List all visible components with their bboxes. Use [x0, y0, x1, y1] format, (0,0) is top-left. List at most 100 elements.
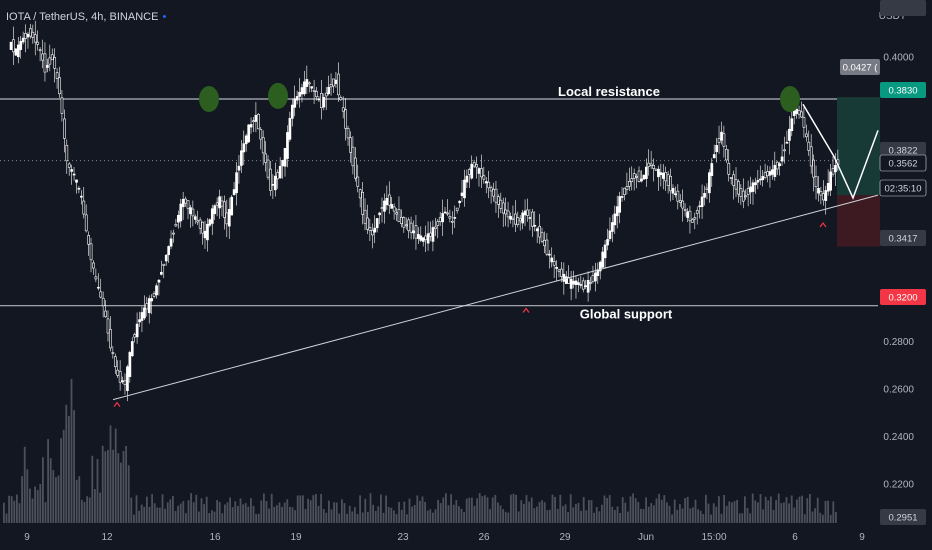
volume-bar [70, 378, 73, 523]
x-tick-label: 19 [290, 532, 302, 543]
volume-bar [499, 505, 502, 523]
candle-body [286, 132, 289, 159]
candle-body [523, 210, 527, 216]
candle-body [378, 212, 381, 216]
x-tick-label: 6 [792, 532, 798, 543]
price-label: 0.0427 ( [840, 59, 880, 75]
candle-body [572, 280, 575, 285]
candle-body [671, 187, 675, 194]
volume-bar [359, 495, 361, 523]
volume-bar [811, 511, 814, 523]
volume-bar [601, 504, 603, 523]
price-label-text: 0.3562 [888, 159, 917, 170]
volume-bar [101, 445, 104, 523]
volume-bar [770, 496, 772, 523]
volume-bar [382, 512, 385, 523]
volume-bar [476, 498, 478, 523]
volume-bar [237, 505, 239, 523]
candle-body [591, 275, 595, 282]
volume-bar [767, 500, 770, 523]
candle-body [397, 208, 401, 223]
low-caret-marker [819, 222, 827, 228]
candle-body [715, 145, 719, 153]
market-status-dot: • [162, 11, 167, 23]
volume-bar [536, 506, 538, 523]
candle-body [797, 110, 801, 115]
candle-body [632, 173, 636, 179]
candle-body [809, 146, 813, 167]
candle-body [819, 191, 823, 196]
profit-zone [837, 97, 880, 196]
projected-path [802, 103, 879, 200]
candle-body [402, 217, 406, 228]
volume-bar [424, 501, 426, 523]
candle-body [346, 128, 350, 139]
candle-body [337, 73, 340, 96]
volume-bar [159, 507, 161, 523]
volume-bar [351, 511, 354, 523]
volume-bar [686, 496, 689, 523]
candle-body [375, 218, 379, 229]
volume-bar [114, 428, 117, 523]
candle-body [324, 92, 328, 97]
volume-bar [57, 475, 60, 523]
volume-bar [543, 502, 546, 523]
volume-bar [268, 508, 270, 523]
volume-bar [325, 512, 328, 523]
volume-bar [473, 505, 476, 523]
candle-body [644, 166, 648, 179]
candle-body [9, 41, 13, 50]
volume-bar [684, 498, 686, 523]
candle-body [43, 53, 47, 73]
candle-body [179, 203, 183, 222]
candle-body [703, 193, 706, 198]
volume-bar [754, 500, 757, 523]
candle-body [254, 115, 258, 122]
volume-bar [364, 498, 367, 523]
candle-body [795, 108, 799, 114]
candle-body [351, 146, 355, 167]
candle-body [276, 172, 280, 180]
x-tick-label: 23 [397, 532, 409, 543]
volume-bar [619, 512, 621, 523]
candle-body [780, 156, 784, 162]
volume-bar [44, 502, 47, 523]
volume-bar [83, 501, 86, 523]
candle-body [681, 200, 685, 209]
volume-bar [546, 510, 549, 523]
candle-body [249, 124, 253, 128]
price-label-box [880, 230, 926, 246]
candle-body [613, 213, 617, 226]
volume-bar [780, 503, 783, 523]
candle-body [555, 266, 558, 269]
symbol-info[interactable]: IOTA / TetherUS, 4h, BINANCE • [6, 11, 166, 23]
candle-body [628, 181, 631, 187]
candle-body [455, 207, 459, 211]
volume-bar [52, 470, 55, 523]
candle-body [106, 318, 110, 334]
candle-body [274, 175, 277, 191]
candle-body [458, 200, 461, 204]
symbol-label: IOTA / TetherUS, 4h, BINANCE [6, 11, 159, 23]
volume-bar [5, 513, 8, 523]
price-label-text: 0.2951 [888, 513, 917, 524]
low-caret-marker [522, 307, 530, 313]
volume-bar [463, 512, 465, 523]
volume-bar [86, 496, 88, 523]
volume-bar [481, 496, 484, 523]
volume-bar [29, 488, 31, 523]
candle-body [186, 200, 190, 209]
volume-bar [595, 507, 598, 523]
volume-bar [426, 510, 429, 523]
volume-bar [416, 495, 419, 523]
volume-bar [278, 502, 281, 523]
volume-bar [718, 496, 720, 523]
candle-body [320, 93, 323, 108]
volume-bar [832, 501, 835, 523]
candle-body [290, 104, 294, 119]
volume-bar [395, 514, 398, 523]
volume-bar [624, 502, 627, 523]
volume-bar [525, 495, 528, 523]
volume-bar [244, 503, 247, 523]
